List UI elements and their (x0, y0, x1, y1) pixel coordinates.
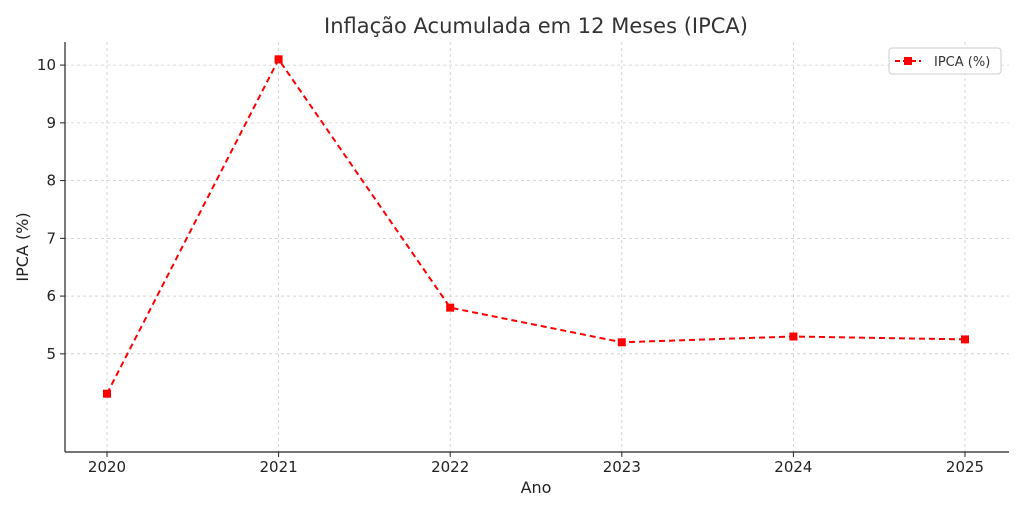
x-tick-label: 2020 (88, 458, 126, 476)
x-tick-label: 2023 (603, 458, 641, 476)
grid-lines (65, 42, 1009, 452)
y-tick-label: 8 (46, 172, 56, 190)
data-point-marker (274, 55, 283, 64)
legend-marker (904, 57, 912, 65)
tick-labels: 2020 2021 2022 2023 2024 2025 5 6 7 8 9 10 (37, 56, 984, 476)
y-tick-label: 5 (46, 345, 56, 363)
data-point-marker (103, 389, 111, 398)
y-tick-label: 7 (46, 229, 56, 247)
legend-label: IPCA (%) (934, 55, 990, 70)
x-tick-label: 2025 (946, 458, 984, 476)
chart-title: Inflação Acumulada em 12 Meses (IPCA) (324, 14, 748, 38)
data-point-marker (961, 335, 969, 344)
series-layer (103, 55, 969, 398)
y-tick-label: 9 (46, 114, 56, 132)
data-point-marker (789, 332, 798, 341)
legend-box (888, 47, 1002, 75)
series-line (106, 57, 966, 395)
y-tick-label: 10 (37, 56, 56, 74)
x-axis-label: Ano (521, 478, 552, 497)
x-tick-label: 2021 (260, 458, 298, 476)
y-tick-label: 6 (46, 287, 56, 305)
x-tick-label: 2024 (774, 458, 812, 476)
y-axis-label: IPCA (%) (13, 212, 32, 281)
x-tick-label: 2022 (431, 458, 469, 476)
data-point-marker (446, 303, 455, 312)
data-point-marker (617, 338, 626, 347)
legend: IPCA (%) (888, 47, 1002, 75)
